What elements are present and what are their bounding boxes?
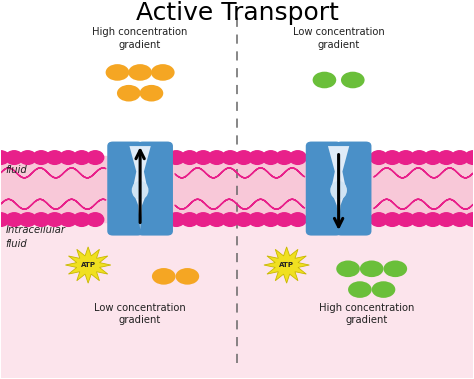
Ellipse shape [360,260,383,277]
Ellipse shape [330,181,347,200]
Bar [0,1,474,189]
Circle shape [262,213,279,226]
Circle shape [19,213,36,226]
Ellipse shape [152,268,175,285]
Bar [125,146,155,231]
Circle shape [0,151,9,164]
Circle shape [208,213,225,226]
Circle shape [181,151,198,164]
Text: Low concentration
gradient: Low concentration gradient [94,303,186,325]
Circle shape [222,213,239,226]
Ellipse shape [372,281,395,298]
Circle shape [438,213,455,226]
FancyBboxPatch shape [137,141,173,236]
Circle shape [6,213,23,226]
Bar [0,189,474,378]
Circle shape [46,151,63,164]
Circle shape [370,213,387,226]
Text: Low concentration
gradient: Low concentration gradient [293,27,384,50]
Text: Extracellular
fluid: Extracellular fluid [5,152,68,175]
Circle shape [276,151,293,164]
Circle shape [19,151,36,164]
Circle shape [451,213,468,226]
Polygon shape [129,146,151,229]
Circle shape [208,151,225,164]
Circle shape [438,151,455,164]
Circle shape [60,213,77,226]
Circle shape [168,213,185,226]
Circle shape [33,151,50,164]
Circle shape [87,213,104,226]
Circle shape [0,213,9,226]
FancyBboxPatch shape [306,141,342,236]
Ellipse shape [132,181,148,200]
Circle shape [222,151,239,164]
Circle shape [289,213,306,226]
Text: High concentration
gradient: High concentration gradient [92,27,188,50]
Circle shape [451,151,468,164]
Circle shape [195,151,212,164]
Ellipse shape [383,260,407,277]
Ellipse shape [106,64,129,81]
Circle shape [397,213,414,226]
Circle shape [370,151,387,164]
Ellipse shape [140,85,163,102]
Ellipse shape [175,268,199,285]
Ellipse shape [151,64,174,81]
Circle shape [87,151,104,164]
FancyBboxPatch shape [336,141,372,236]
Circle shape [465,151,474,164]
Text: ATP: ATP [81,262,96,268]
Circle shape [235,151,252,164]
Circle shape [6,151,23,164]
Circle shape [384,151,401,164]
Circle shape [195,213,212,226]
Text: Intracellular
fluid: Intracellular fluid [5,226,65,249]
Circle shape [46,213,63,226]
Circle shape [235,213,252,226]
Circle shape [384,213,401,226]
Ellipse shape [341,72,365,88]
Circle shape [73,213,90,226]
Polygon shape [264,247,310,283]
Polygon shape [328,146,349,229]
Text: High concentration
gradient: High concentration gradient [319,303,415,325]
Circle shape [424,151,441,164]
Ellipse shape [313,72,336,88]
Circle shape [262,151,279,164]
Polygon shape [65,247,111,283]
Circle shape [411,213,428,226]
Ellipse shape [117,85,141,102]
Circle shape [168,151,185,164]
Text: ATP: ATP [279,262,294,268]
Ellipse shape [128,64,152,81]
FancyBboxPatch shape [107,141,143,236]
Circle shape [289,151,306,164]
Circle shape [181,213,198,226]
Bar [324,146,354,231]
Circle shape [424,213,441,226]
Ellipse shape [348,281,372,298]
Ellipse shape [336,260,360,277]
Circle shape [397,151,414,164]
Text: Active Transport: Active Transport [136,1,338,25]
Circle shape [276,213,293,226]
Bar [0,155,474,222]
Circle shape [73,151,90,164]
Circle shape [33,213,50,226]
Circle shape [465,213,474,226]
Circle shape [249,213,266,226]
Circle shape [411,151,428,164]
Circle shape [249,151,266,164]
Circle shape [60,151,77,164]
